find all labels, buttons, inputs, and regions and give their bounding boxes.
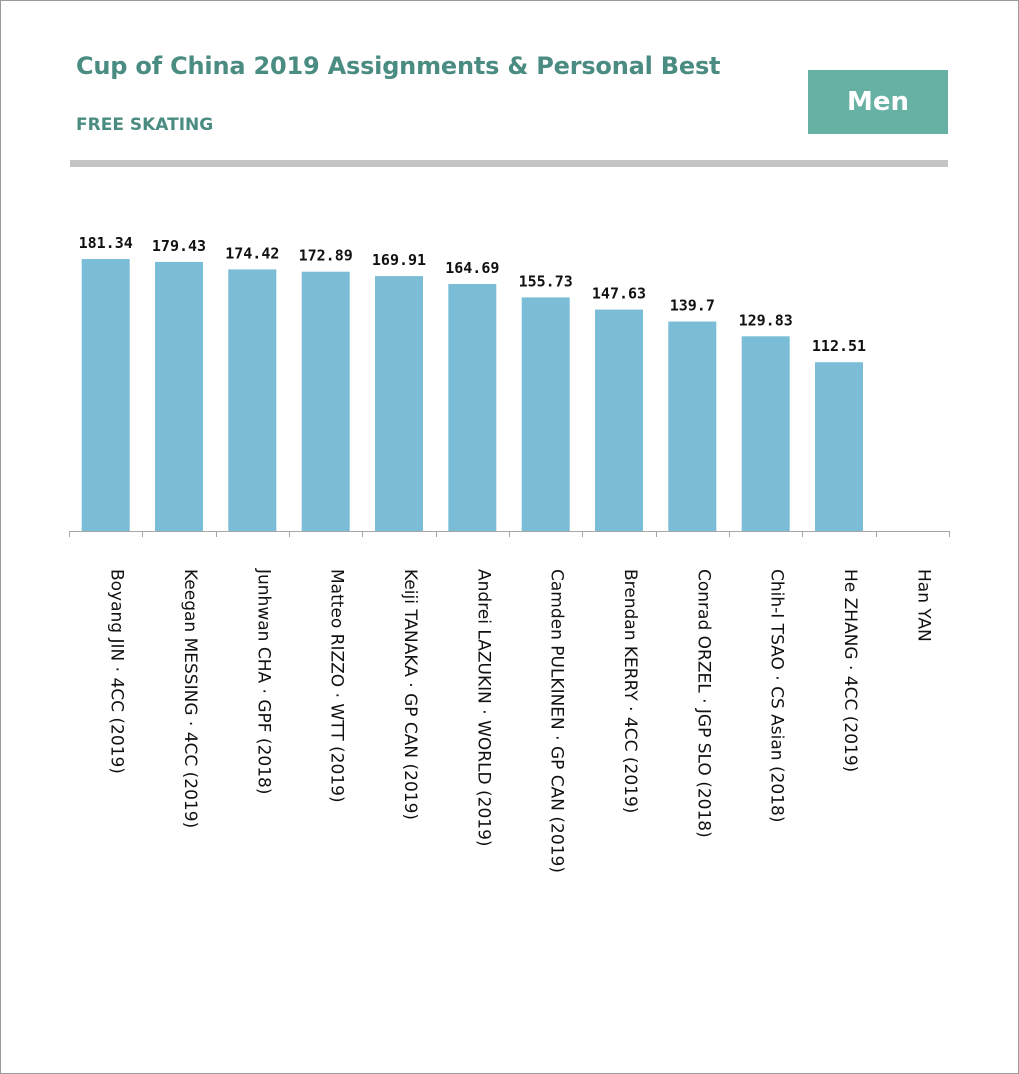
data-label: 112.51 bbox=[812, 337, 866, 355]
bar bbox=[741, 336, 790, 531]
data-label: 174.42 bbox=[225, 244, 279, 262]
data-label: 164.69 bbox=[445, 259, 499, 277]
x-tick-label: Matteo RIZZO · WTT (2019) bbox=[327, 569, 347, 803]
x-tick-label: Chih-I TSAO · CS Asian (2018) bbox=[767, 569, 787, 823]
header-divider bbox=[70, 160, 948, 167]
x-tick-label: Camden PULKINEN · GP CAN (2019) bbox=[547, 569, 567, 873]
x-tick-label: Keegan MESSING · 4CC (2019) bbox=[180, 569, 200, 828]
x-tick-label: Andrei LAZUKIN · WORLD (2019) bbox=[473, 569, 493, 847]
chart-subtitle: FREE SKATING bbox=[76, 115, 214, 135]
data-label: 172.89 bbox=[299, 247, 353, 265]
bar bbox=[375, 276, 423, 531]
bar bbox=[301, 271, 350, 531]
bar bbox=[815, 362, 863, 531]
bar bbox=[448, 284, 497, 531]
x-tick-label: He ZHANG · 4CC (2019) bbox=[840, 569, 860, 772]
category-badge: Men bbox=[808, 70, 948, 134]
x-tick-label: Conrad ORZEL · JGP SLO (2018) bbox=[693, 569, 713, 838]
x-tick-label: Boyang JIN · 4CC (2019) bbox=[107, 569, 127, 774]
bar bbox=[668, 321, 717, 531]
bar bbox=[81, 259, 130, 531]
data-label: 155.73 bbox=[519, 272, 573, 290]
bar bbox=[595, 309, 643, 531]
x-tick-label: Brendan KERRY · 4CC (2019) bbox=[620, 569, 640, 813]
data-label: 181.34 bbox=[79, 234, 133, 252]
x-tick-label: Junhwan CHA · GPF (2018) bbox=[253, 568, 273, 794]
data-label: 129.83 bbox=[739, 311, 793, 329]
x-tick-label: Han YAN bbox=[913, 569, 933, 642]
data-label: 169.91 bbox=[372, 251, 426, 269]
bar bbox=[521, 297, 570, 531]
data-label: 179.43 bbox=[152, 237, 206, 255]
data-label: 139.7 bbox=[670, 297, 715, 315]
data-label: 147.63 bbox=[592, 285, 646, 303]
chart-title: Cup of China 2019 Assignments & Personal… bbox=[76, 52, 721, 80]
bar bbox=[228, 269, 277, 531]
x-tick-label: Keiji TANAKA · GP CAN (2019) bbox=[400, 569, 420, 820]
bar bbox=[155, 261, 203, 531]
